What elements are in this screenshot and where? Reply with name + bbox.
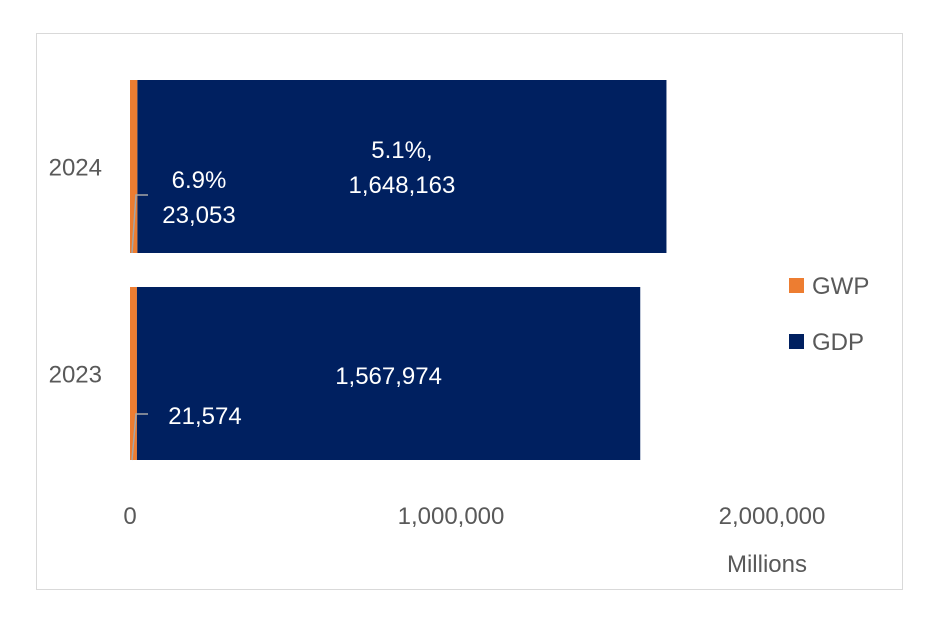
legend-label-gdp: GDP bbox=[812, 329, 864, 356]
data-label-gdp-2024-1: 1,648,163 bbox=[349, 172, 456, 199]
bar-gwp-2023 bbox=[130, 287, 137, 460]
bar-gdp-2024 bbox=[137, 80, 667, 253]
bar-gwp-2024 bbox=[130, 80, 138, 253]
category-label-2024: 2024 bbox=[49, 155, 102, 182]
data-label-gwp-2024-0: 6.9% bbox=[172, 167, 227, 194]
x-tick-label-1: 1,000,000 bbox=[398, 503, 505, 530]
x-tick-label-0: 0 bbox=[123, 503, 136, 530]
legend-label-gwp: GWP bbox=[812, 273, 869, 300]
x-tick-label-2: 2,000,000 bbox=[719, 503, 826, 530]
bar-gdp-2023 bbox=[136, 287, 641, 460]
leader-line-gwp-2024 bbox=[131, 194, 148, 254]
legend-swatch-gwp bbox=[789, 278, 804, 293]
leader-line-gwp-2023 bbox=[131, 413, 148, 461]
bars-layer bbox=[130, 80, 667, 460]
data-label-gwp-2024-1: 23,053 bbox=[162, 202, 235, 229]
data-label-gwp-2023-0: 21,574 bbox=[168, 403, 241, 430]
category-labels-layer: 2024 2023 bbox=[49, 155, 102, 389]
leader-lines-layer bbox=[131, 194, 148, 461]
data-label-gdp-2024-0: 5.1%, bbox=[371, 137, 432, 164]
tick-labels-layer: 0 1,000,000 2,000,000 bbox=[123, 503, 825, 530]
data-labels-layer: 5.1%, 1,648,163 6.9% 23,053 1,567,974 21,574 bbox=[162, 137, 455, 430]
x-axis-title: Millions bbox=[727, 551, 807, 578]
category-label-2023: 2023 bbox=[49, 362, 102, 389]
data-label-gdp-2023-0: 1,567,974 bbox=[335, 363, 442, 390]
legend: GWP GDP bbox=[789, 273, 869, 356]
legend-swatch-gdp bbox=[789, 334, 804, 349]
